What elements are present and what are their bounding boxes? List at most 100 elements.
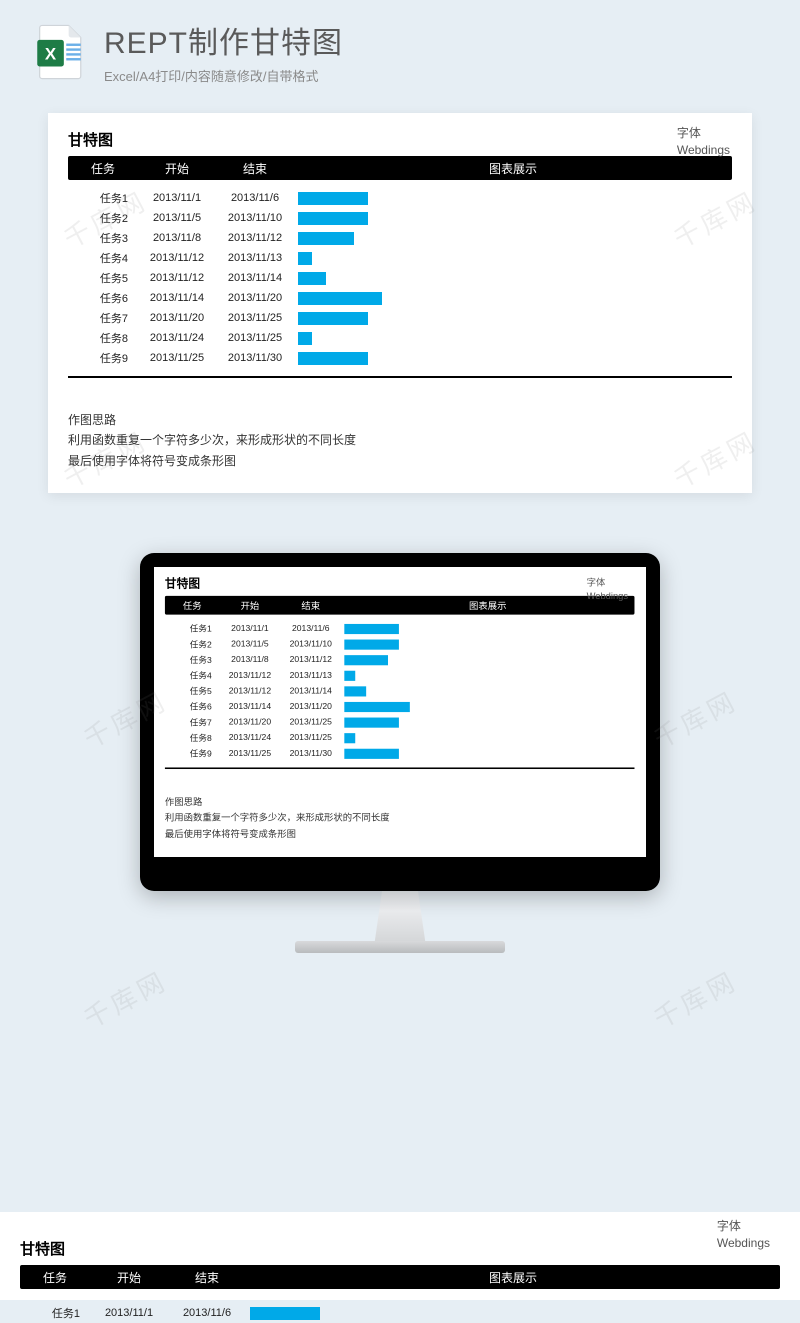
col-header-start: 开始 <box>90 1269 168 1286</box>
bottom-preview-strip: 字体Webdings甘特图 任务 开始 结束 图表展示 任务1 2013/11/… <box>0 1212 800 1300</box>
task-start-date: 2013/11/25 <box>220 749 281 758</box>
task-name: 任务1 <box>68 190 138 206</box>
bar-cell <box>246 1307 780 1320</box>
bar-cell <box>341 655 634 665</box>
col-header-task: 任务 <box>20 1269 90 1286</box>
bar-cell <box>341 717 634 727</box>
task-name: 任务3 <box>68 230 138 246</box>
page-subtitle: Excel/A4打印/内容随意修改/自带格式 <box>104 66 770 85</box>
gantt-row: 任务5 2013/11/12 2013/11/14 <box>68 268 732 288</box>
watermark-text: 千库网 <box>647 961 744 1036</box>
gantt-bar <box>298 252 312 265</box>
bar-cell <box>294 272 732 285</box>
col-header-start: 开始 <box>138 160 216 177</box>
gantt-divider <box>68 376 732 378</box>
notes-heading: 作图思路 <box>68 410 732 430</box>
bar-cell <box>341 639 634 649</box>
task-end-date: 2013/11/10 <box>280 640 341 649</box>
task-name: 任务6 <box>68 290 138 306</box>
bar-cell <box>341 624 634 634</box>
gantt-bar <box>298 212 368 225</box>
gantt-row: 任务4 2013/11/12 2013/11/13 <box>165 668 634 684</box>
gantt-row: 任务4 2013/11/12 2013/11/13 <box>68 248 732 268</box>
task-start-date: 2013/11/1 <box>90 1307 168 1319</box>
notes-line: 利用函数重复一个字符多少次，来形成形状的不同长度 <box>68 430 732 450</box>
gantt-row: 任务3 2013/11/8 2013/11/12 <box>68 228 732 248</box>
gantt-bar <box>298 332 312 345</box>
task-start-date: 2013/11/5 <box>220 640 281 649</box>
task-end-date: 2013/11/6 <box>216 192 294 204</box>
bar-cell <box>341 686 634 696</box>
gantt-preview-card: 字体Webdings甘特图 任务 开始 结束 图表展示 任务1 2013/11/… <box>48 113 752 493</box>
gantt-row: 任务8 2013/11/24 2013/11/25 <box>165 730 634 746</box>
gantt-bar <box>344 686 366 696</box>
gantt-header-row: 任务 开始 结束 图表展示 <box>68 156 732 180</box>
task-end-date: 2013/11/6 <box>280 624 341 633</box>
task-name: 任务2 <box>68 210 138 226</box>
gantt-bar <box>298 312 368 325</box>
task-end-date: 2013/11/6 <box>168 1307 246 1319</box>
task-end-date: 2013/11/30 <box>280 749 341 758</box>
task-start-date: 2013/11/12 <box>220 687 281 696</box>
task-end-date: 2013/11/12 <box>216 232 294 244</box>
task-name: 任务8 <box>165 732 220 744</box>
task-end-date: 2013/11/25 <box>280 733 341 742</box>
task-end-date: 2013/11/14 <box>216 272 294 284</box>
task-start-date: 2013/11/25 <box>138 352 216 364</box>
gantt-row: 任务1 2013/11/1 2013/11/6 <box>165 621 634 637</box>
gantt-title: 甘特图 <box>68 129 732 150</box>
task-name: 任务7 <box>165 716 220 728</box>
excel-file-icon: X <box>30 23 88 81</box>
gantt-row: 任务7 2013/11/20 2013/11/25 <box>68 308 732 328</box>
task-name: 任务8 <box>68 330 138 346</box>
bar-cell <box>294 292 732 305</box>
font-label: 字体Webdings <box>677 125 730 159</box>
bar-cell <box>294 192 732 205</box>
page-header: X REPT制作甘特图 Excel/A4打印/内容随意修改/自带格式 <box>0 0 800 95</box>
task-name: 任务5 <box>68 270 138 286</box>
gantt-row: 任务3 2013/11/8 2013/11/12 <box>165 652 634 668</box>
gantt-row: 任务2 2013/11/5 2013/11/10 <box>165 637 634 653</box>
font-label: 字体Webdings <box>717 1218 770 1252</box>
task-start-date: 2013/11/20 <box>138 312 216 324</box>
task-start-date: 2013/11/24 <box>138 332 216 344</box>
gantt-divider <box>165 768 634 770</box>
gantt-header-row: 任务 开始 结束 图表展示 <box>165 596 634 615</box>
gantt-bar <box>298 292 382 305</box>
monitor-screen: 字体Webdings甘特图 任务 开始 结束 图表展示 任务1 2013/11/… <box>154 567 646 857</box>
task-start-date: 2013/11/20 <box>220 718 281 727</box>
bar-cell <box>294 312 732 325</box>
watermark-text: 千库网 <box>647 681 744 756</box>
gantt-bar <box>344 671 355 681</box>
svg-text:X: X <box>45 44 57 63</box>
gantt-row: 任务9 2013/11/25 2013/11/30 <box>68 348 732 368</box>
task-name: 任务3 <box>165 654 220 666</box>
task-start-date: 2013/11/12 <box>138 252 216 264</box>
gantt-row: 任务2 2013/11/5 2013/11/10 <box>68 208 732 228</box>
gantt-body: 任务1 2013/11/1 2013/11/6 <box>20 1289 780 1323</box>
gantt-bar <box>298 272 326 285</box>
monitor-base <box>295 941 505 953</box>
task-end-date: 2013/11/25 <box>216 332 294 344</box>
task-start-date: 2013/11/5 <box>138 212 216 224</box>
bar-cell <box>294 352 732 365</box>
gantt-row: 任务1 2013/11/1 2013/11/6 <box>68 188 732 208</box>
gantt-bar <box>298 192 368 205</box>
font-label: 字体Webdings <box>587 577 628 603</box>
col-header-chart: 图表展示 <box>294 160 732 177</box>
task-start-date: 2013/11/8 <box>220 655 281 664</box>
task-name: 任务7 <box>68 310 138 326</box>
gantt-title: 甘特图 <box>165 575 634 591</box>
gantt-bar <box>344 717 399 727</box>
task-end-date: 2013/11/13 <box>216 252 294 264</box>
gantt-bar <box>344 733 355 743</box>
notes-line: 最后使用字体将符号变成条形图 <box>68 451 732 471</box>
task-start-date: 2013/11/1 <box>220 624 281 633</box>
col-header-task: 任务 <box>68 160 138 177</box>
task-start-date: 2013/11/24 <box>220 733 281 742</box>
task-name: 任务1 <box>20 1305 90 1321</box>
task-name: 任务5 <box>165 685 220 697</box>
page-title: REPT制作甘特图 <box>104 18 770 62</box>
bar-cell <box>341 671 634 681</box>
bar-cell <box>341 733 634 743</box>
